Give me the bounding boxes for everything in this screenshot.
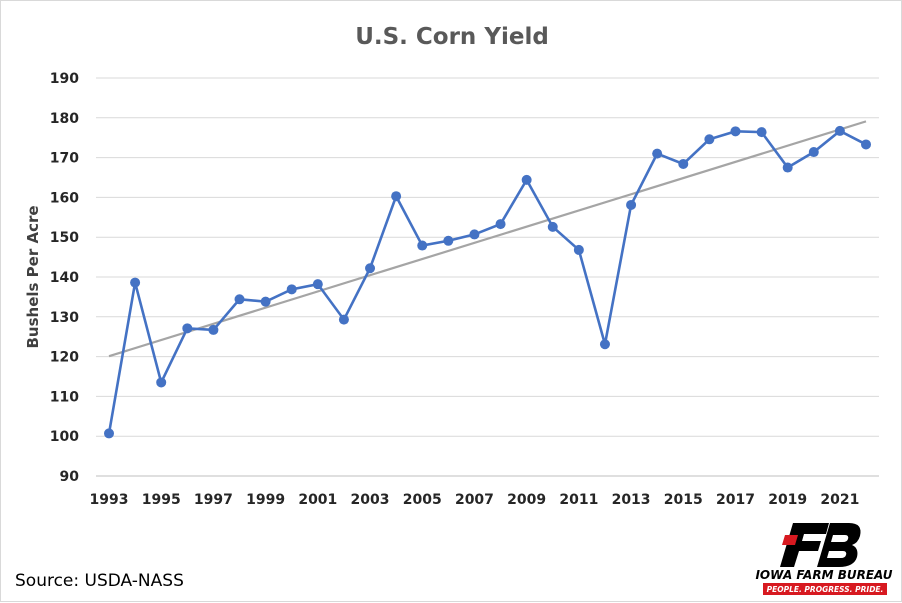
data-point	[208, 324, 219, 335]
grid-lines	[96, 77, 879, 477]
data-point	[808, 147, 819, 158]
x-tick-label: 2009	[507, 492, 546, 508]
iowa-farm-bureau-logo: IOWA FARM BUREAU PEOPLE. PROGRESS. PRIDE…	[755, 523, 893, 595]
series-line	[107, 129, 867, 434]
x-tick-label: 2019	[768, 492, 807, 508]
source-note: Source: USDA-NASS	[15, 571, 184, 591]
y-tick-label: 130	[50, 310, 79, 326]
logo-name: IOWA FARM BUREAU	[755, 568, 892, 582]
data-point	[391, 191, 402, 202]
data-point	[547, 221, 558, 232]
y-tick-label: 190	[50, 71, 79, 87]
data-point	[260, 296, 271, 307]
y-tick-label: 100	[50, 429, 79, 445]
data-point	[495, 219, 506, 230]
data-point	[573, 244, 584, 255]
x-tick-label: 1997	[194, 492, 233, 508]
x-tick-label: 1995	[142, 492, 181, 508]
x-tick-label: 2011	[559, 492, 598, 508]
y-tick-label: 90	[60, 469, 80, 485]
logo-tagline-bar	[763, 583, 887, 595]
trend-line	[108, 120, 867, 358]
data-point	[834, 125, 845, 136]
y-tick-label: 140	[50, 270, 79, 286]
data-points	[104, 125, 871, 439]
data-point	[365, 263, 376, 274]
y-tick-label: 180	[50, 111, 79, 127]
x-tick-label: 2015	[664, 492, 703, 508]
x-tick-label: 1993	[90, 492, 129, 508]
x-tick-label: 2013	[612, 492, 651, 508]
data-point	[182, 323, 193, 334]
data-point	[104, 428, 114, 439]
x-tick-label: 2021	[820, 492, 859, 508]
data-point	[130, 277, 141, 288]
x-tick-label: 2003	[351, 492, 390, 508]
data-point	[730, 126, 741, 137]
data-point	[469, 229, 480, 240]
data-point	[756, 127, 767, 138]
data-point	[704, 134, 715, 145]
data-point	[599, 339, 610, 350]
data-point	[443, 235, 454, 246]
data-point	[861, 139, 871, 150]
x-tick-label: 2005	[403, 492, 442, 508]
data-point	[234, 294, 245, 305]
x-tick-label: 2001	[298, 492, 337, 508]
data-point	[652, 148, 663, 159]
data-point	[286, 284, 297, 295]
x-tick-label: 1999	[246, 492, 285, 508]
y-tick-label: 160	[50, 190, 79, 206]
logo-tagline: PEOPLE. PROGRESS. PRIDE.	[767, 585, 884, 594]
x-axis: 1993 1995 1997 1999 2001 2003 2005 2007 2009 2011…	[90, 492, 860, 508]
x-tick-label: 2017	[716, 492, 755, 508]
y-tick-label: 170	[50, 151, 79, 167]
y-tick-label: 120	[50, 350, 79, 366]
chart-title: U.S. Corn Yield	[355, 24, 549, 50]
data-point	[678, 158, 689, 169]
data-point	[312, 279, 323, 290]
data-point	[626, 199, 637, 210]
fb-logo-icon	[780, 523, 861, 567]
data-point	[521, 174, 532, 185]
data-point	[156, 377, 167, 388]
y-axis-label: Bushels Per Acre	[24, 205, 42, 348]
data-point	[782, 162, 793, 173]
y-tick-label: 110	[50, 389, 79, 405]
data-point	[417, 240, 428, 251]
data-point	[338, 314, 349, 325]
y-tick-label: 150	[50, 230, 79, 246]
x-tick-label: 2007	[455, 492, 494, 508]
y-axis: 90 100 110 120 130 140 150 160 170 180 190	[50, 71, 79, 485]
